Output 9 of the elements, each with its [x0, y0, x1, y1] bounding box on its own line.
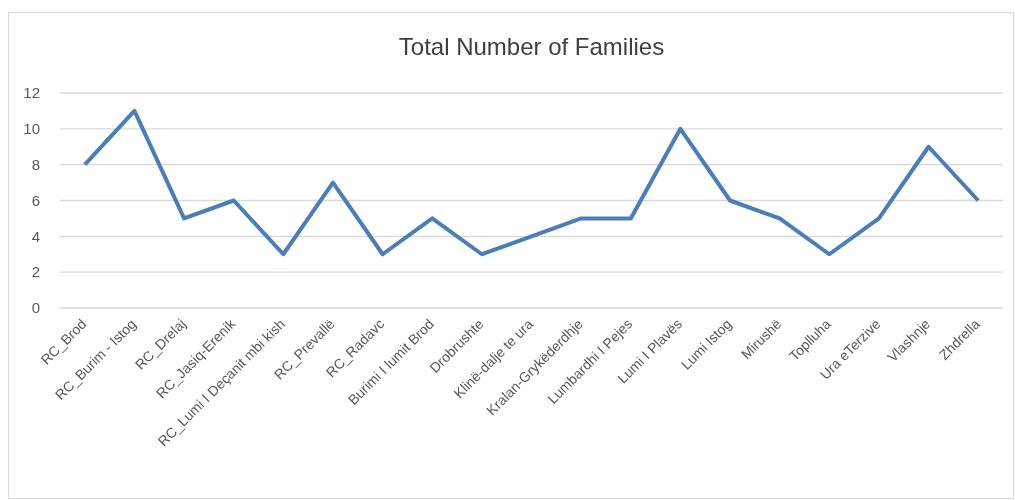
y-tick-label: 8	[31, 155, 40, 173]
y-tick-label: 2	[31, 263, 40, 281]
y-tick-label: 0	[31, 299, 40, 317]
y-tick-label: 4	[31, 227, 40, 245]
chart-title: Total Number of Families	[398, 33, 665, 60]
y-tick-label: 6	[31, 191, 40, 209]
line-series	[82, 108, 981, 257]
y-tick-label: 12	[23, 84, 40, 102]
y-tick-label: 10	[23, 120, 40, 138]
